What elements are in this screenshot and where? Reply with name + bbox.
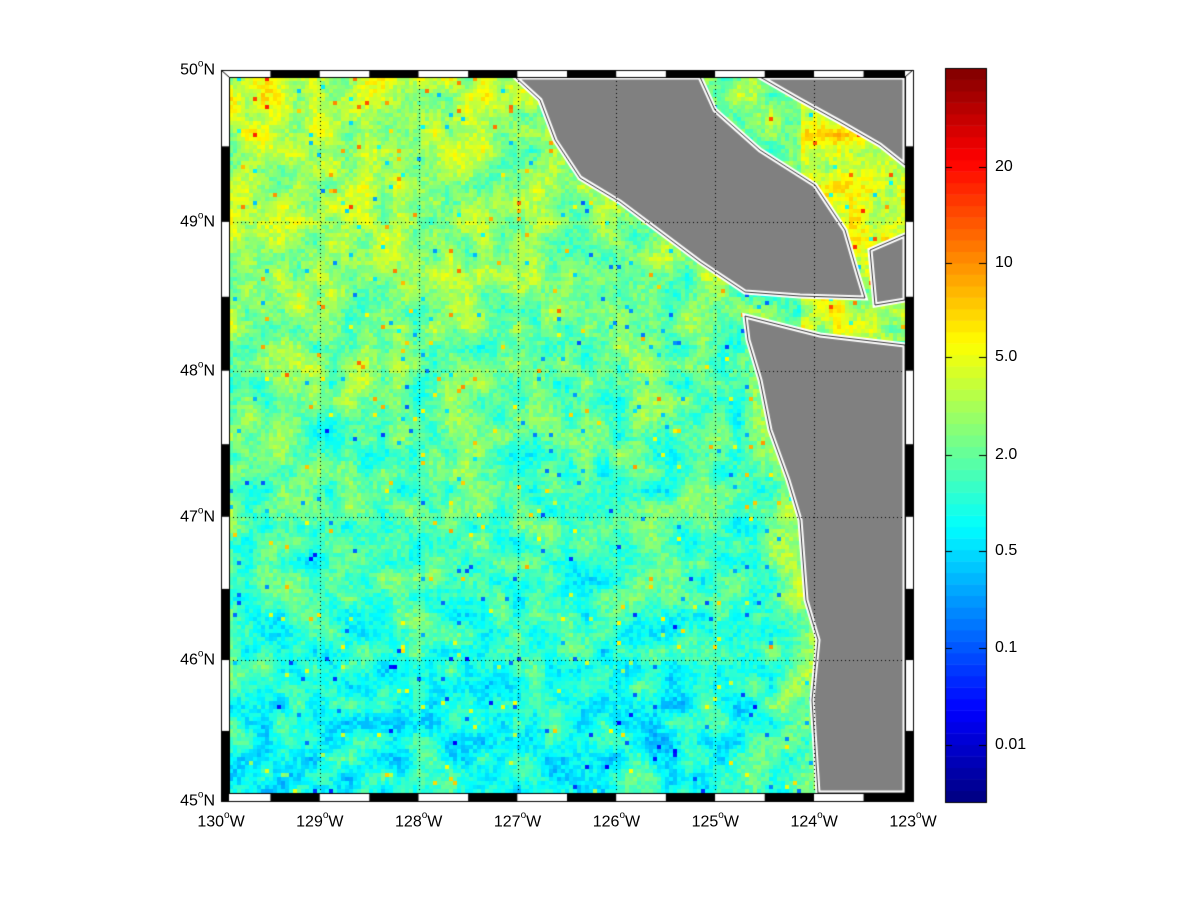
lon-label: 124oW xyxy=(790,810,838,831)
lat-label: 49oN xyxy=(180,210,215,231)
colorbar-tick-label: 0.5 xyxy=(995,542,1018,559)
lat-label: 46oN xyxy=(180,648,215,669)
lon-label: 130oW xyxy=(197,810,245,831)
colorbar-tick-label: 0.01 xyxy=(995,736,1027,753)
colorbar-tick-label: 2.0 xyxy=(995,446,1018,463)
lon-label: 127oW xyxy=(493,810,542,831)
lon-label: 128oW xyxy=(395,810,443,831)
lon-label: 129oW xyxy=(296,810,344,831)
colorbar-tick-label: 5.0 xyxy=(995,348,1018,365)
lon-label: 123oW xyxy=(889,810,937,831)
lon-label: 125oW xyxy=(691,810,739,831)
lon-label: 126oW xyxy=(592,810,641,831)
colorbar-tick-label: 20 xyxy=(995,158,1013,175)
colorbar-tick-label: 10 xyxy=(995,254,1013,271)
lat-label: 45oN xyxy=(180,789,215,810)
colorbar-tick-label: 0.1 xyxy=(995,639,1018,656)
lat-label: 47oN xyxy=(180,505,215,526)
lat-label: 50oN xyxy=(180,58,215,79)
lat-label: 48oN xyxy=(180,359,215,380)
